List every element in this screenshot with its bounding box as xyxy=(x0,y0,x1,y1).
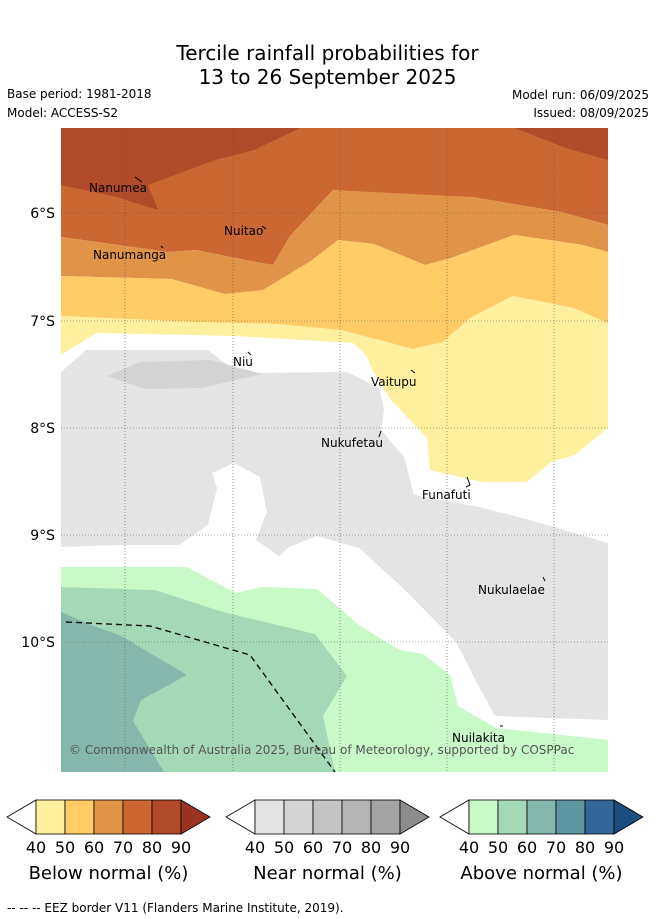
legend-below-title: Below normal (%) xyxy=(29,863,189,884)
legend-below-tick-90: 90 xyxy=(171,838,191,857)
legend-below-tick-70: 70 xyxy=(113,838,133,857)
map-canvas: Nanumea Nuitao Nanumanga Niu Vaitupu Nuk… xyxy=(21,128,608,780)
legend-below-swatch-50 xyxy=(64,799,95,835)
place-nukulaelae: Nukulaelae xyxy=(478,583,545,597)
place-nukufetau: Nukufetau xyxy=(321,436,383,450)
place-nuilakita: Nuilakita xyxy=(452,731,505,745)
below-60-region xyxy=(61,235,608,349)
legend-near-above-90-triangle xyxy=(399,799,430,835)
legend-near-tick-70: 70 xyxy=(332,838,352,857)
issued-date: Issued: 08/09/2025 xyxy=(533,106,649,120)
below-70-region xyxy=(61,190,608,294)
base-period: Base period: 1981-2018 xyxy=(7,87,152,101)
legend-near-swatch-70 xyxy=(341,799,372,835)
legend-above-swatch-80 xyxy=(584,799,615,835)
eez-border xyxy=(65,621,336,773)
legend-above-swatch-50 xyxy=(497,799,528,835)
graticule xyxy=(61,128,608,772)
legend-above-tick-50: 50 xyxy=(488,838,508,857)
lat-label-10s: 10°S xyxy=(21,635,55,651)
legend-near-swatch-50 xyxy=(283,799,314,835)
legend-below-swatch-40 xyxy=(35,799,66,835)
legend-above-normal: 40 50 60 70 80 90 Above normal (%) xyxy=(439,799,644,884)
below-90-region xyxy=(61,128,300,210)
legend-near-normal: 40 50 60 70 80 90 Near normal (%) xyxy=(225,799,430,884)
legend-below-normal: 40 50 60 70 80 90 Below normal (%) xyxy=(6,799,211,884)
probability-fields xyxy=(61,128,608,772)
legend-above-title: Above normal (%) xyxy=(460,863,622,884)
map-title-line1: Tercile rainfall probabilities for xyxy=(176,41,479,65)
legend-above-above-90-triangle xyxy=(613,799,644,835)
legend-below-swatch-70 xyxy=(122,799,153,835)
legend-below-swatch-60 xyxy=(93,799,124,835)
model-name: Model: ACCESS-S2 xyxy=(7,106,119,120)
lon-label-178e: 178°E xyxy=(319,779,362,780)
place-nanumanga: Nanumanga xyxy=(93,248,166,262)
legend-below-tick-40: 40 xyxy=(26,838,46,857)
legend-near-tick-50: 50 xyxy=(274,838,294,857)
below-90-region-east xyxy=(515,128,608,160)
legend-area: 40 50 60 70 80 90 Below normal (%) 40 50 60 70 80 9… xyxy=(6,799,644,884)
legend-near-tick-90: 90 xyxy=(390,838,410,857)
place-funafuti: Funafuti xyxy=(422,488,471,502)
legend-near-tick-80: 80 xyxy=(361,838,381,857)
legend-above-below-40-triangle xyxy=(439,799,470,835)
legend-above-tick-90: 90 xyxy=(604,838,624,857)
island-outlines xyxy=(134,176,546,727)
lat-label-9s: 9°S xyxy=(30,528,55,544)
legend-near-swatch-80 xyxy=(370,799,401,835)
legend-below-below-40-triangle xyxy=(6,799,37,835)
legend-near-below-40-triangle xyxy=(225,799,256,835)
place-nuitao: Nuitao xyxy=(224,224,263,238)
model-run: Model run: 06/09/2025 xyxy=(511,88,649,102)
legend-near-tick-60: 60 xyxy=(303,838,323,857)
legend-near-tick-40: 40 xyxy=(245,838,265,857)
legend-above-tick-60: 60 xyxy=(517,838,537,857)
place-vaitupu: Vaitupu xyxy=(371,375,417,389)
lon-label-177e: 177°E xyxy=(212,779,255,780)
lon-label-179e: 179°E xyxy=(426,779,469,780)
legend-above-tick-70: 70 xyxy=(546,838,566,857)
above-60-region xyxy=(61,612,187,772)
legend-above-tick-80: 80 xyxy=(575,838,595,857)
legend-near-swatch-60 xyxy=(312,799,343,835)
place-niu: Niu xyxy=(233,355,253,369)
lat-label-8s: 8°S xyxy=(30,421,55,437)
lat-label-6s: 6°S xyxy=(30,206,55,222)
legend-below-tick-80: 80 xyxy=(142,838,162,857)
legend-above-swatch-70 xyxy=(555,799,586,835)
legend-near-title: Near normal (%) xyxy=(253,863,402,884)
legend-below-above-90-triangle xyxy=(180,799,211,835)
eez-footnote: -- -- -- EEZ border V11 (Flanders Marine… xyxy=(7,901,344,915)
legend-above-swatch-40 xyxy=(468,799,499,835)
below-50-region xyxy=(61,296,608,482)
legend-above-tick-40: 40 xyxy=(459,838,479,857)
lon-label-180: 180° xyxy=(537,779,571,780)
near-50-region xyxy=(107,360,262,389)
legend-above-swatch-60 xyxy=(526,799,557,835)
legend-near-swatch-40 xyxy=(254,799,285,835)
map-title-line2: 13 to 26 September 2025 xyxy=(198,65,457,89)
legend-below-swatch-80 xyxy=(151,799,182,835)
copyright-notice: © Commonwealth of Australia 2025, Bureau… xyxy=(69,743,574,757)
legend-below-tick-60: 60 xyxy=(84,838,104,857)
place-nanumea: Nanumea xyxy=(89,181,147,195)
lat-label-7s: 7°S xyxy=(30,314,55,330)
legend-below-tick-50: 50 xyxy=(55,838,75,857)
lon-label-176e: 176°E xyxy=(104,779,147,780)
